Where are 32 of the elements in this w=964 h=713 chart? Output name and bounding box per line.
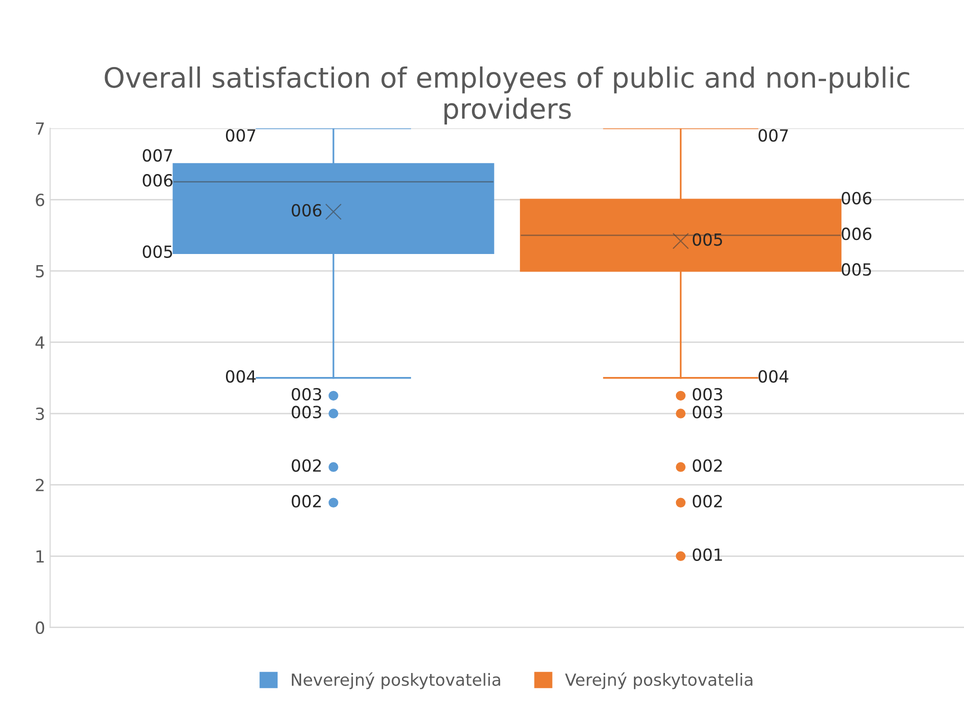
text: 001	[692, 548, 722, 561]
y-tick-label: 0	[36, 621, 44, 634]
text: 002	[292, 494, 321, 508]
text: 002	[292, 459, 321, 472]
text: 003	[692, 388, 722, 401]
text: 005	[142, 245, 172, 258]
text: 005	[842, 263, 871, 276]
text: 006	[842, 192, 872, 204]
text: 003	[292, 406, 322, 418]
text: 003	[292, 388, 322, 401]
chart-title: Overall satisfaction of employees of public and non-public providers	[104, 66, 910, 124]
legend-label: Neverejný poskytovatelia	[292, 672, 500, 690]
text: 007	[142, 149, 172, 162]
text: 006	[292, 204, 322, 217]
text: 007	[226, 129, 256, 142]
text: 004	[758, 370, 788, 383]
y-tick-label: 7	[36, 122, 44, 135]
text: 003	[692, 406, 722, 418]
y-tick-label: 1	[36, 550, 44, 562]
text: 002	[692, 459, 722, 472]
text: 006	[142, 174, 172, 187]
y-tick-label: 6	[36, 194, 44, 206]
text: 005	[692, 233, 722, 246]
legend-label: Verejný poskytovatelia	[565, 672, 752, 690]
y-tick-label: 4	[35, 336, 44, 349]
y-tick-label: 5	[36, 265, 44, 278]
y-tick-label: 2	[36, 478, 44, 492]
text: 006	[842, 228, 872, 240]
text: 002	[692, 494, 722, 508]
text: 004	[226, 370, 256, 383]
text: 007	[758, 129, 788, 142]
y-tick-label: 3	[36, 408, 44, 420]
